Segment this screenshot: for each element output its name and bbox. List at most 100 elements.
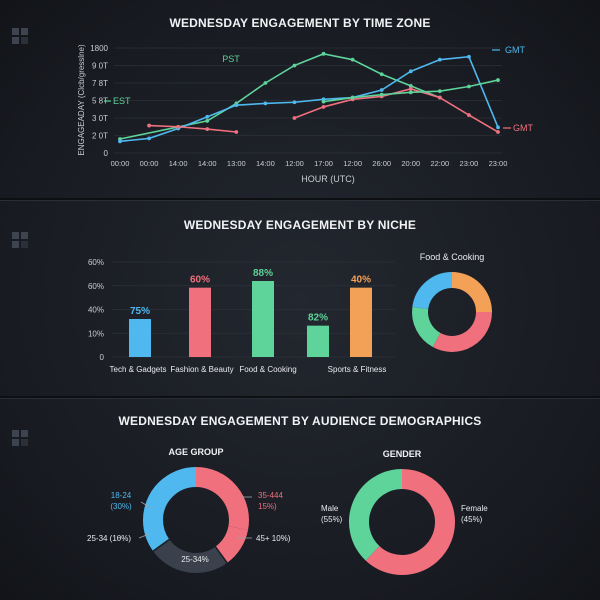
x-tick-label: 20:00 (401, 159, 420, 168)
donut-label: Food & Cooking (420, 252, 485, 262)
y-tick-label: 0 (104, 149, 109, 158)
data-point (234, 130, 239, 134)
demographics-chart: AGE GROUP GENDER 35-444 15%) 45+ 10%) 25-34… (87, 447, 488, 575)
age-segment (143, 519, 170, 552)
donut-segment (432, 311, 492, 352)
data-point (379, 72, 384, 77)
bar-value-label: 60% (190, 275, 210, 286)
data-point (467, 54, 471, 59)
series-label: GMT (513, 123, 533, 133)
bar (350, 287, 372, 357)
section-divider (0, 396, 600, 398)
data-point (467, 113, 471, 117)
y-tick-label: 60% (88, 282, 104, 291)
section-divider (0, 198, 600, 200)
x-tick-label: 00:00 (140, 159, 159, 168)
age-segment-label: 25-34% (181, 555, 209, 564)
gender-segment-label: Female (45%) (461, 504, 488, 524)
x-tick-label: 13:00 (227, 159, 246, 168)
data-point (408, 69, 413, 74)
data-point (147, 123, 151, 128)
timezone-chart-title: WEDNESDAY ENGAGEMENT BY TIME ZONE (169, 16, 431, 30)
brand-logo-icon (12, 430, 28, 446)
brand-logo-icon (12, 28, 28, 44)
data-point (263, 101, 268, 106)
series-line (149, 124, 237, 133)
y-tick-label: 40% (88, 306, 104, 315)
y-tick-label: 1800 (90, 44, 108, 53)
timezone-panel: WEDNESDAY ENGAGEMENT BY TIME ZONE 1800 9 … (0, 0, 600, 198)
bar-value-label: 75% (130, 306, 150, 317)
y-tick-label: 7 8T (92, 79, 108, 88)
data-point (205, 127, 210, 131)
x-tick-label: 17:00 (314, 159, 333, 168)
series-label: EST (113, 96, 131, 106)
series-line (294, 88, 499, 133)
bar-chart: 60% 60% 40% 10% 0 75% 60% 88% 82% 40% Tech & Gad… (88, 252, 492, 374)
data-point (437, 95, 442, 100)
x-tick-label: 12:00 (285, 159, 304, 168)
demographics-chart-title: WEDNESDAY ENGAGEMENT BY AUDIENCE DEMOGRA… (118, 414, 482, 428)
y-tick-label: 9 0T (92, 62, 108, 71)
bar-value-label: 88% (253, 268, 273, 279)
data-point (292, 63, 297, 68)
age-group-title: AGE GROUP (168, 447, 223, 457)
series-label: PST (222, 54, 240, 64)
data-point (379, 92, 384, 97)
donut-segment (412, 272, 453, 310)
demographics-panel: WEDNESDAY ENGAGEMENT BY AUDIENCE DEMOGRA… (0, 398, 600, 600)
x-tick-label: 22:00 (430, 159, 449, 168)
data-point (496, 125, 500, 130)
data-point (321, 51, 326, 56)
brand-logo-icon (12, 232, 28, 248)
bar (307, 325, 329, 357)
segment-separator (152, 538, 170, 552)
data-point (176, 124, 181, 129)
bar-value-label: 40% (351, 275, 371, 286)
y-tick-label: 3 0T (92, 114, 108, 123)
age-segment (195, 467, 249, 530)
leader-line (138, 533, 150, 539)
data-point (379, 88, 384, 92)
data-point (234, 103, 239, 108)
data-point (321, 105, 326, 109)
age-segment (153, 538, 228, 573)
x-tick-label: 26:00 (372, 159, 391, 168)
niche-chart-title: WEDNESDAY ENGAGEMENT BY NICHE (183, 218, 417, 232)
data-point (408, 86, 413, 91)
age-segment-label: 25-34 (1θ%) (87, 534, 131, 543)
data-point (496, 78, 500, 82)
bar (252, 281, 274, 357)
data-point (292, 116, 297, 120)
x-axis-label: HOUR (UTC) (301, 174, 355, 184)
bar (129, 319, 151, 357)
data-point (437, 57, 442, 62)
data-point (321, 99, 326, 104)
category-label: Sports & Fitness (328, 365, 387, 374)
donut-segment (451, 272, 492, 313)
bar (189, 287, 211, 357)
x-tick-label: 14:00 (256, 159, 275, 168)
line-chart: 1800 9 0T 7 8T 5 8T 3 0T 2 0T 0 00:00 00:00 14:0… (77, 44, 533, 184)
category-label: Fashion & Beauty (170, 365, 233, 374)
age-segment (143, 467, 197, 521)
donut-segment (412, 306, 441, 348)
data-point (350, 95, 355, 100)
leader-line (140, 501, 152, 509)
data-point (496, 130, 500, 134)
age-segment-label: 18-24 (30%) (110, 491, 132, 511)
x-tick-label: 14:00 (169, 159, 188, 168)
x-tick-label: 23:00 (489, 159, 508, 168)
data-point (350, 57, 355, 62)
data-point (205, 119, 210, 123)
data-point (118, 139, 122, 144)
x-tick-label: 00:00 (111, 159, 130, 168)
bar-value-label: 82% (308, 313, 328, 324)
data-point (147, 136, 151, 141)
segment-separator (214, 546, 228, 564)
data-point (263, 81, 268, 85)
y-tick-label: 60% (88, 258, 104, 267)
niche-panel: WEDNESDAY ENGAGEMENT BY NICHE 60% 60% 40% 1… (0, 200, 600, 396)
gender-segment-label: Male (55%) (321, 504, 343, 524)
